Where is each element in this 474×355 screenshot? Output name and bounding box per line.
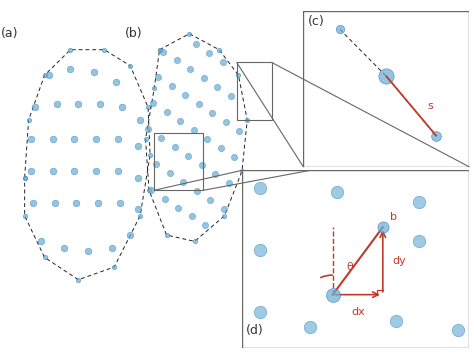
- FancyBboxPatch shape: [303, 11, 469, 167]
- Bar: [155, 133, 203, 190]
- Text: b: b: [390, 212, 397, 222]
- Text: s: s: [428, 101, 434, 111]
- Bar: [237, 62, 272, 120]
- Text: dx: dx: [351, 307, 365, 317]
- Text: (d): (d): [246, 324, 264, 337]
- FancyBboxPatch shape: [242, 170, 469, 348]
- Text: θ: θ: [346, 262, 353, 272]
- Text: dy: dy: [392, 256, 406, 266]
- Text: (b): (b): [125, 27, 142, 40]
- Text: (a): (a): [1, 27, 18, 40]
- Text: (c): (c): [308, 15, 325, 28]
